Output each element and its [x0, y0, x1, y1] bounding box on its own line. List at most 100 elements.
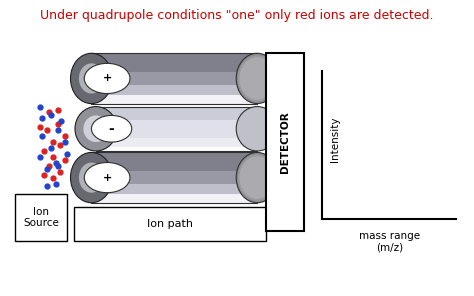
Bar	[96, 115, 257, 117]
Bar	[91, 100, 257, 102]
Bar	[96, 121, 257, 123]
Bar	[96, 147, 257, 148]
Bar	[91, 67, 257, 68]
Bar	[91, 78, 257, 80]
Bar	[73, 207, 266, 241]
Ellipse shape	[236, 53, 278, 104]
Bar	[96, 107, 257, 151]
Bar	[96, 114, 257, 115]
Ellipse shape	[239, 157, 275, 199]
Ellipse shape	[236, 152, 278, 203]
Bar	[266, 53, 304, 231]
Bar	[91, 60, 257, 62]
Bar	[96, 133, 257, 135]
Bar	[96, 118, 257, 120]
Bar	[91, 154, 257, 156]
Bar	[96, 144, 257, 145]
Text: -: -	[109, 122, 115, 136]
Text: mass range
(m/z): mass range (m/z)	[359, 231, 420, 252]
Bar	[91, 184, 257, 186]
Bar	[91, 85, 257, 87]
Ellipse shape	[238, 155, 276, 201]
Bar	[91, 201, 257, 203]
Bar	[96, 148, 257, 149]
Bar	[91, 102, 257, 104]
Text: Under quadrupole conditions "one" only red ions are detected.: Under quadrupole conditions "one" only r…	[40, 9, 434, 22]
Bar	[96, 136, 257, 138]
Bar	[91, 196, 257, 198]
Bar	[91, 73, 257, 75]
Bar	[96, 112, 257, 114]
Bar	[91, 63, 257, 65]
Bar	[91, 163, 257, 164]
Bar	[91, 189, 257, 191]
Circle shape	[84, 63, 130, 94]
Bar	[96, 123, 257, 124]
Ellipse shape	[83, 115, 109, 142]
Ellipse shape	[71, 152, 112, 203]
Ellipse shape	[239, 57, 275, 99]
Bar	[91, 68, 257, 70]
Bar	[96, 124, 257, 126]
Bar	[91, 169, 257, 171]
Bar	[91, 99, 257, 100]
Bar	[15, 194, 67, 241]
Text: Ion
Source: Ion Source	[23, 207, 59, 228]
Bar	[96, 120, 257, 121]
Bar	[91, 194, 257, 196]
Bar	[91, 152, 257, 203]
Bar	[96, 117, 257, 118]
Bar	[91, 161, 257, 163]
Bar	[91, 168, 257, 169]
Bar	[91, 82, 257, 83]
Ellipse shape	[71, 53, 112, 104]
Bar	[91, 200, 257, 201]
Bar	[91, 174, 257, 176]
Bar	[96, 130, 257, 132]
Bar	[91, 179, 257, 181]
Bar	[96, 145, 257, 147]
Bar	[96, 149, 257, 151]
Bar	[96, 141, 257, 142]
Ellipse shape	[236, 107, 278, 151]
Text: Intensity: Intensity	[330, 116, 340, 162]
Bar	[91, 193, 257, 194]
Ellipse shape	[238, 55, 276, 102]
Bar	[91, 186, 257, 188]
Bar	[91, 156, 257, 157]
Bar	[91, 53, 257, 55]
Bar	[91, 178, 257, 179]
Bar	[96, 142, 257, 144]
Bar	[96, 107, 257, 108]
Bar	[91, 83, 257, 85]
Bar	[91, 62, 257, 63]
Bar	[91, 94, 257, 95]
Bar	[91, 166, 257, 168]
Bar	[91, 97, 257, 99]
Bar	[91, 75, 257, 77]
Bar	[91, 171, 257, 173]
Bar	[96, 129, 257, 130]
Bar	[91, 90, 257, 92]
Ellipse shape	[79, 63, 104, 94]
Bar	[91, 53, 257, 104]
Bar	[96, 135, 257, 136]
Bar	[91, 173, 257, 174]
Bar	[96, 138, 257, 139]
Bar	[91, 176, 257, 178]
Circle shape	[91, 115, 132, 142]
Text: DETECTOR: DETECTOR	[280, 111, 290, 173]
Bar	[91, 58, 257, 60]
Bar	[91, 87, 257, 89]
Bar	[91, 188, 257, 189]
Ellipse shape	[79, 163, 104, 193]
Bar	[96, 126, 257, 127]
Bar	[91, 157, 257, 159]
Bar	[91, 159, 257, 161]
Bar	[91, 77, 257, 78]
Bar	[96, 139, 257, 141]
Bar	[96, 108, 257, 110]
Bar	[91, 57, 257, 58]
Bar	[91, 80, 257, 82]
Bar	[91, 183, 257, 184]
